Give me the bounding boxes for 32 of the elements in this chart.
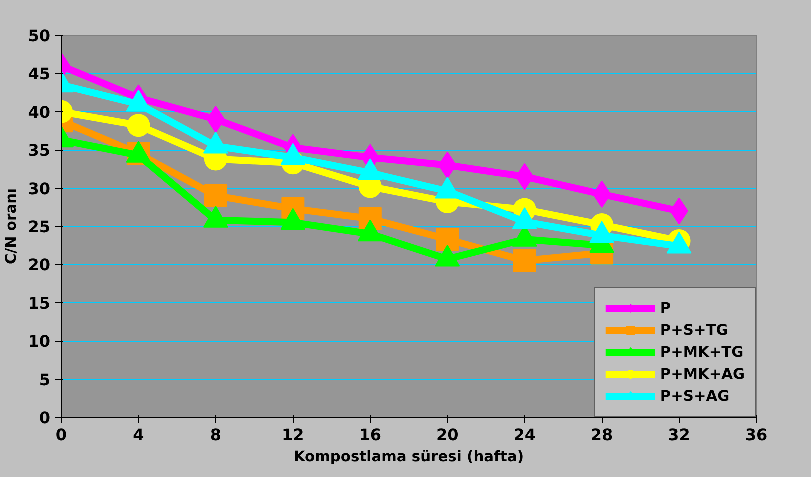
x-tick-label: 28 xyxy=(590,426,614,444)
x-tick-label: 8 xyxy=(210,426,222,444)
y-tick-label: 20 xyxy=(28,256,50,275)
y-tick-label: 0 xyxy=(39,408,51,428)
x-tick-label: 12 xyxy=(282,426,304,444)
point xyxy=(204,184,228,208)
point xyxy=(127,114,150,138)
y-tick-label: 15 xyxy=(28,294,50,313)
x-tick-label: 4 xyxy=(133,426,144,444)
x-tick-label: 16 xyxy=(359,426,382,444)
legend-label: P+S+TG xyxy=(660,322,728,338)
y-tick-label: 40 xyxy=(28,102,50,122)
point xyxy=(436,228,460,251)
y-tick-label: 50 xyxy=(28,26,50,46)
y-axis-title: C/N oranı xyxy=(3,188,20,265)
y-tick-label: 5 xyxy=(39,370,51,390)
x-tick-label: 36 xyxy=(745,426,768,444)
x-tick-label: 0 xyxy=(56,426,68,444)
x-tick-label: 32 xyxy=(668,426,690,444)
y-tick-label: 25 xyxy=(28,218,50,236)
y-tick-label: 10 xyxy=(28,332,50,352)
y-tick-label: 45 xyxy=(28,64,50,84)
point xyxy=(513,249,536,272)
legend-label: P+S+AG xyxy=(660,388,730,404)
x-axis-title: Kompostlama süresi (hafta) xyxy=(294,448,524,466)
legend-label: P+MK+AG xyxy=(660,366,745,382)
legend-label: P xyxy=(660,300,672,316)
legend-label: P+MK+TG xyxy=(660,344,744,360)
x-tick-label: 24 xyxy=(514,426,536,444)
y-tick-label: 30 xyxy=(28,179,50,198)
y-tick-label: 35 xyxy=(28,141,50,160)
x-tick-label: 20 xyxy=(436,426,459,444)
